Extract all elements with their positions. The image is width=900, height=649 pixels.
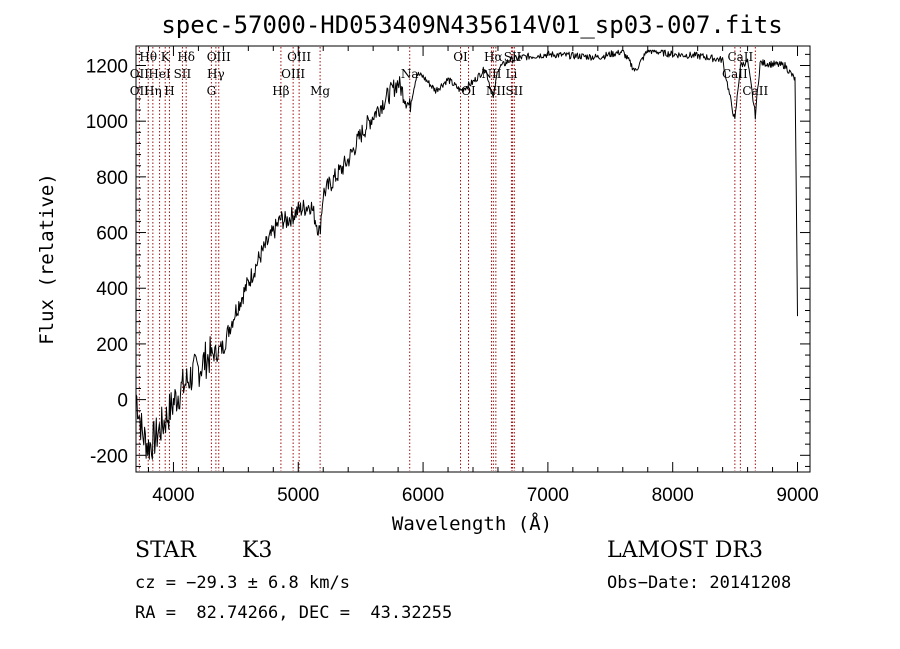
x-tick-label: 6000: [402, 485, 444, 506]
line-label: Li: [506, 67, 518, 81]
x-tick-label: 9000: [776, 485, 818, 506]
line-label: OI: [453, 50, 468, 64]
line-label: OIII: [287, 50, 311, 64]
y-tick-label: 800: [96, 168, 128, 189]
line-label: HeI: [148, 67, 171, 81]
spectral-line-markers: [138, 47, 756, 471]
line-label: OII: [130, 67, 150, 81]
chart-title: spec-57000-HD053409N435614V01_sp03-007.f…: [161, 11, 782, 39]
coordinates: RA = 82.74266, DEC = 43.32255: [135, 603, 453, 623]
line-label: Hγ: [207, 67, 225, 81]
line-label: Hα: [484, 50, 503, 64]
x-tick-label: 7000: [527, 485, 569, 506]
y-axis-label: Flux (relative): [36, 173, 58, 345]
line-label: CaII: [742, 84, 768, 98]
line-label: CaII: [722, 67, 748, 81]
line-label: H: [164, 84, 174, 98]
y-tick-label: 400: [96, 279, 128, 300]
object-class: STAR: [135, 538, 196, 563]
plot-frame: [135, 45, 811, 473]
y-tick-label: -200: [90, 446, 128, 467]
line-label: OIII: [281, 67, 305, 81]
axis-ticks: 4000 5000 6000 7000 8000 9000 -200 0 200 400 600 80…: [86, 46, 819, 506]
object-subclass: K3: [242, 538, 273, 563]
x-axis-label: Wavelength (Å): [392, 512, 552, 535]
x-tick-label: 4000: [152, 485, 194, 506]
line-label: SII: [505, 84, 523, 98]
y-tick-label: 0: [117, 391, 128, 412]
survey-name: LAMOST DR3: [607, 538, 763, 563]
line-label: G: [207, 84, 217, 98]
spectrum-line-group: [135, 49, 798, 460]
line-label: Na: [401, 67, 419, 81]
line-label: Hδ: [177, 50, 195, 64]
spectrum-line: [135, 49, 798, 460]
line-label: OIII: [207, 50, 231, 64]
observation-date: Obs−Date: 20141208: [607, 573, 792, 593]
x-tick-label: 8000: [652, 485, 694, 506]
y-tick-label: 1000: [86, 112, 128, 133]
line-label: OII: [130, 84, 150, 98]
x-tick-label: 5000: [277, 485, 319, 506]
line-label: Mg: [310, 84, 330, 98]
y-tick-label: 600: [96, 224, 128, 245]
y-tick-label: 1200: [86, 56, 128, 77]
redshift-cz: cz = −29.3 ± 6.8 km/s: [135, 573, 350, 593]
line-label: Hη: [144, 84, 162, 98]
line-label: Hβ: [272, 84, 289, 98]
line-label: OI: [461, 84, 476, 98]
line-label: CaII: [727, 50, 753, 64]
y-tick-label: 200: [96, 335, 128, 356]
line-label: NII: [486, 84, 506, 98]
line-label: K: [161, 50, 171, 64]
line-label: SII: [174, 67, 192, 81]
line-label: Hθ: [139, 50, 157, 64]
